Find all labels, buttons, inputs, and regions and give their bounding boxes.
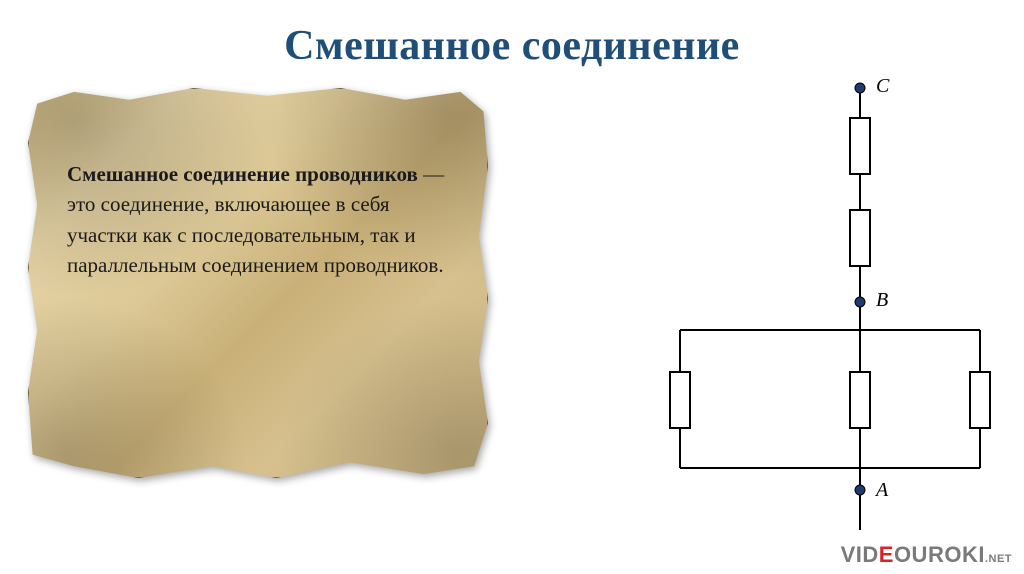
svg-text:C: C <box>876 75 890 97</box>
wm-p1: VID <box>841 542 879 567</box>
wm-p4: .NET <box>985 553 1012 565</box>
svg-text:B: B <box>876 289 888 311</box>
svg-text:A: A <box>874 479 889 501</box>
watermark: VIDEOUROKI.NET <box>841 542 1012 568</box>
page-title: Смешанное соединение <box>0 0 1024 70</box>
parchment-bg: Смешанное соединение проводников — это с… <box>28 88 488 478</box>
circuit-diagram: C B A <box>560 70 1000 540</box>
definition-bold: Смешанное соединение проводников <box>67 162 418 186</box>
parchment-panel: Смешанное соединение проводников — это с… <box>28 88 488 478</box>
wm-p2: E <box>879 542 894 567</box>
wm-p3: OUROKI <box>894 542 985 567</box>
definition-text: Смешанное соединение проводников — это с… <box>67 159 455 281</box>
